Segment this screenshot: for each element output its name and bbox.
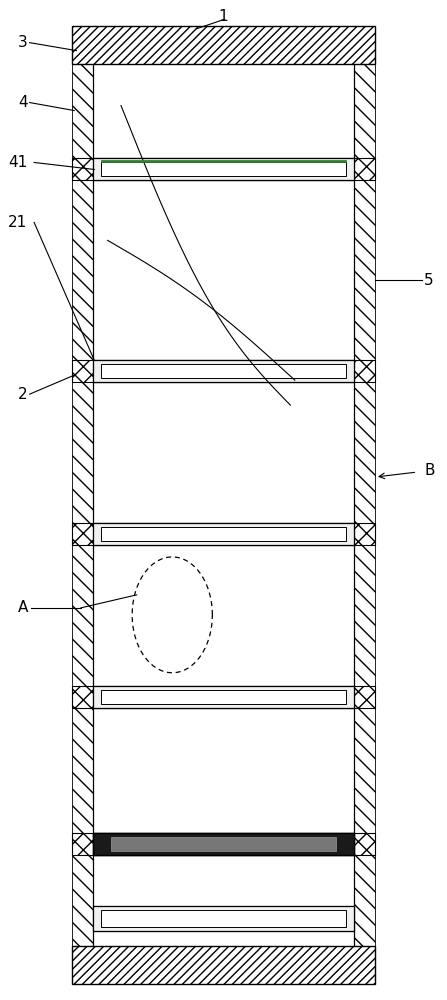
Bar — [354, 360, 375, 382]
Bar — [93, 833, 354, 855]
Bar — [72, 158, 93, 180]
Bar — [354, 180, 375, 360]
Bar — [72, 545, 93, 686]
Text: 5: 5 — [424, 273, 434, 288]
Text: 1: 1 — [219, 9, 228, 24]
Bar — [354, 833, 375, 855]
Bar — [72, 360, 93, 382]
Bar — [354, 382, 375, 523]
Text: A: A — [17, 600, 28, 615]
Bar — [72, 946, 375, 984]
Bar — [93, 382, 354, 523]
Bar — [101, 364, 346, 378]
Bar — [72, 64, 93, 158]
Bar — [101, 162, 346, 176]
Bar — [101, 910, 346, 927]
Bar — [93, 686, 354, 708]
Text: 2: 2 — [18, 387, 27, 402]
Bar — [72, 855, 93, 946]
Bar — [354, 708, 375, 833]
Bar — [72, 686, 93, 708]
Bar — [93, 360, 354, 382]
Text: 4: 4 — [18, 95, 27, 110]
Bar — [72, 26, 375, 64]
Bar — [72, 382, 93, 523]
Bar — [72, 833, 93, 855]
Bar — [93, 708, 354, 833]
Bar — [93, 855, 354, 946]
Bar — [93, 833, 354, 855]
Bar — [354, 158, 375, 180]
Bar — [354, 523, 375, 545]
Text: 41: 41 — [8, 155, 27, 170]
Bar — [93, 523, 354, 545]
Bar — [111, 837, 336, 851]
Bar — [101, 527, 346, 541]
Text: 3: 3 — [18, 35, 27, 50]
Bar — [93, 180, 354, 360]
Bar — [101, 690, 346, 704]
Bar — [354, 64, 375, 158]
Bar — [93, 158, 354, 180]
Bar — [93, 906, 354, 931]
Bar — [72, 708, 93, 833]
Text: B: B — [424, 463, 434, 478]
Bar — [93, 64, 354, 158]
Bar — [93, 545, 354, 686]
Bar — [72, 180, 93, 360]
Bar — [354, 855, 375, 946]
Bar — [354, 545, 375, 686]
Bar — [72, 523, 93, 545]
Bar — [354, 686, 375, 708]
Text: 21: 21 — [8, 215, 27, 230]
